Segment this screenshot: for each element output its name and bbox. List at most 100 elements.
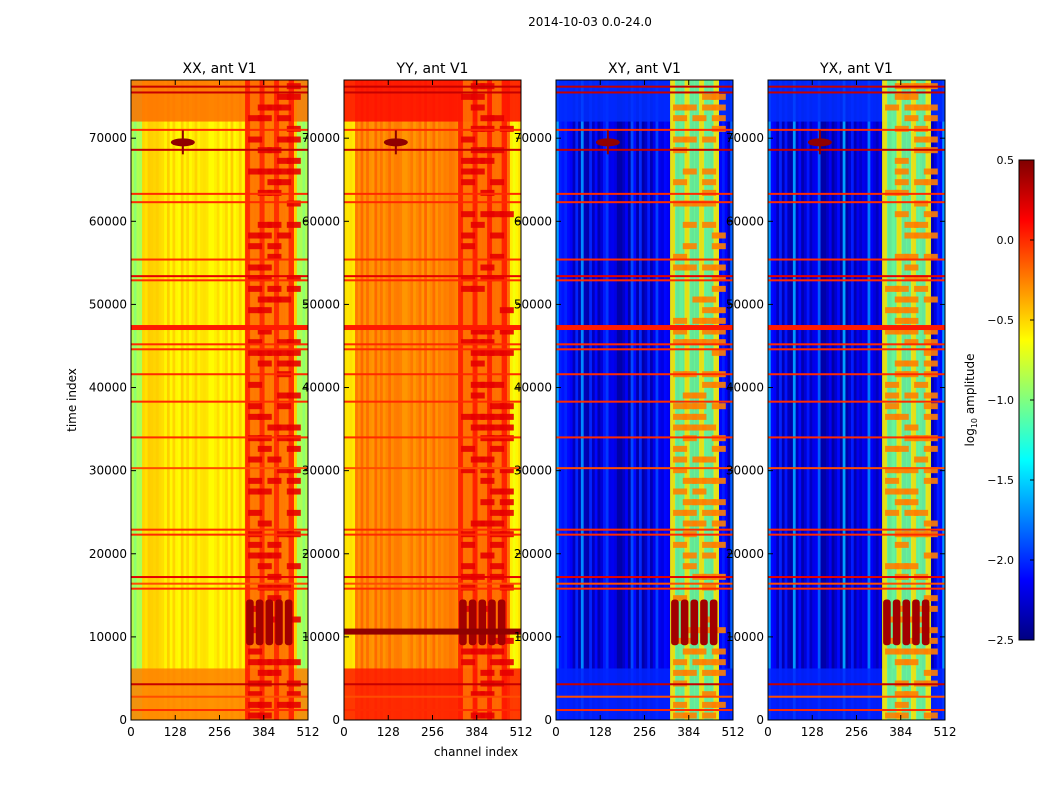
rfi-cell	[682, 499, 697, 506]
rfi-cell	[673, 115, 688, 122]
rfi-time-band	[344, 258, 521, 261]
channel-stripe	[834, 80, 838, 720]
channel-stripe	[429, 80, 433, 720]
rfi-time-band	[131, 576, 308, 579]
rfi-cell	[248, 648, 263, 655]
rfi-cell	[248, 691, 263, 698]
rfi-cell	[923, 520, 938, 527]
rfi-time-band	[131, 587, 308, 590]
rfi-cell	[702, 189, 717, 196]
rfi-cell	[257, 520, 272, 527]
channel-stripe	[784, 80, 788, 720]
rfi-cell	[702, 307, 717, 314]
rfi-cell	[248, 243, 263, 250]
rfi-time-band	[556, 582, 733, 585]
rfi-cell	[248, 509, 263, 516]
rfi-cell	[480, 467, 495, 474]
rfi-cell	[286, 691, 301, 698]
rfi-cell	[711, 243, 726, 250]
channel-stripe	[299, 80, 303, 720]
channel-stripe	[202, 80, 207, 720]
rfi-cell	[673, 403, 688, 410]
rfi-cell	[885, 488, 900, 495]
channel-stripe	[721, 80, 726, 720]
colorbar: 0.5 0.0 −0.5 −1.0 −1.5 −2.0 −2.5	[987, 154, 1035, 647]
rfi-cell	[885, 403, 900, 410]
panel-yx: YX, ant V1 0 128 256 384 512 0 10000 20000 30000 4…	[726, 61, 957, 739]
rfi-cell	[923, 349, 938, 356]
channel-stripe	[586, 80, 590, 720]
y-tick-label: 60000	[514, 214, 552, 228]
y-tick-label: 30000	[89, 464, 127, 478]
rfi-cell	[885, 563, 900, 570]
rfi-cell	[904, 317, 919, 324]
rfi-cell	[702, 264, 717, 271]
rfi-cell	[461, 413, 476, 420]
rfi-time-band	[131, 148, 308, 151]
rfi-cell	[692, 392, 707, 399]
channel-stripe	[652, 80, 657, 720]
rfi-cell	[461, 232, 476, 239]
rfi-time-band	[344, 683, 521, 686]
y-tick-label: 40000	[726, 381, 764, 395]
rfi-cell	[894, 307, 909, 314]
rfi-cell	[490, 179, 505, 186]
rfi-cell	[267, 179, 282, 186]
rfi-cell	[885, 509, 900, 516]
channel-stripe	[352, 80, 356, 720]
rfi-cell	[885, 307, 900, 314]
rfi-cell	[248, 115, 263, 122]
rfi-cell	[673, 339, 688, 346]
rfi-cell	[257, 232, 272, 239]
channel-stripe	[440, 80, 445, 720]
rfi-cell	[885, 413, 900, 420]
bright-rfi-block	[265, 599, 274, 646]
rfi-channel-strip	[269, 80, 275, 720]
rfi-cell	[904, 93, 919, 100]
rfi-cell	[480, 456, 495, 463]
rfi-cell	[711, 541, 726, 548]
rfi-cell	[470, 381, 485, 388]
bright-rfi-block	[671, 599, 679, 646]
rfi-cell	[248, 136, 263, 143]
rfi-cell	[702, 381, 717, 388]
rfi-cell	[277, 360, 292, 367]
rfi-cell	[682, 669, 697, 676]
rfi-cell	[277, 659, 292, 666]
colorbar-label-tail: amplitude	[963, 354, 977, 418]
bright-rfi-block	[709, 599, 718, 646]
rfi-cell	[702, 136, 717, 143]
rfi-cell	[277, 339, 292, 346]
rfi-cell	[702, 296, 717, 303]
channel-stripe	[619, 80, 623, 720]
rfi-cell	[904, 115, 919, 122]
rfi-time-band	[768, 85, 945, 88]
channel-stripe	[781, 80, 786, 720]
rfi-cell	[267, 456, 282, 463]
rfi-cell	[923, 595, 938, 602]
bright-rfi-block	[902, 599, 911, 646]
channel-stripe	[831, 80, 835, 720]
rfi-cell	[711, 381, 726, 388]
rfi-time-band	[768, 576, 945, 579]
channel-stripe	[839, 80, 844, 720]
channel-stripe	[515, 80, 519, 720]
channel-stripe	[638, 80, 643, 720]
rfi-cell	[894, 413, 909, 420]
rfi-cell	[499, 125, 514, 132]
channel-stripe	[197, 80, 201, 720]
rfi-cell	[499, 413, 514, 420]
rfi-cell	[702, 317, 717, 324]
rfi-channel-strip	[254, 80, 261, 720]
rfi-cell	[711, 307, 726, 314]
rfi-cell	[480, 424, 495, 431]
x-tick-label: 384	[677, 725, 700, 739]
rfi-cell	[499, 488, 514, 495]
x-tick-label: 256	[208, 725, 231, 739]
rfi-cell	[286, 467, 301, 474]
rfi-cell	[682, 339, 697, 346]
rfi-cell	[923, 467, 938, 474]
rfi-time-band	[556, 436, 733, 439]
rfi-cell	[277, 392, 292, 399]
rfi-cell	[470, 93, 485, 100]
